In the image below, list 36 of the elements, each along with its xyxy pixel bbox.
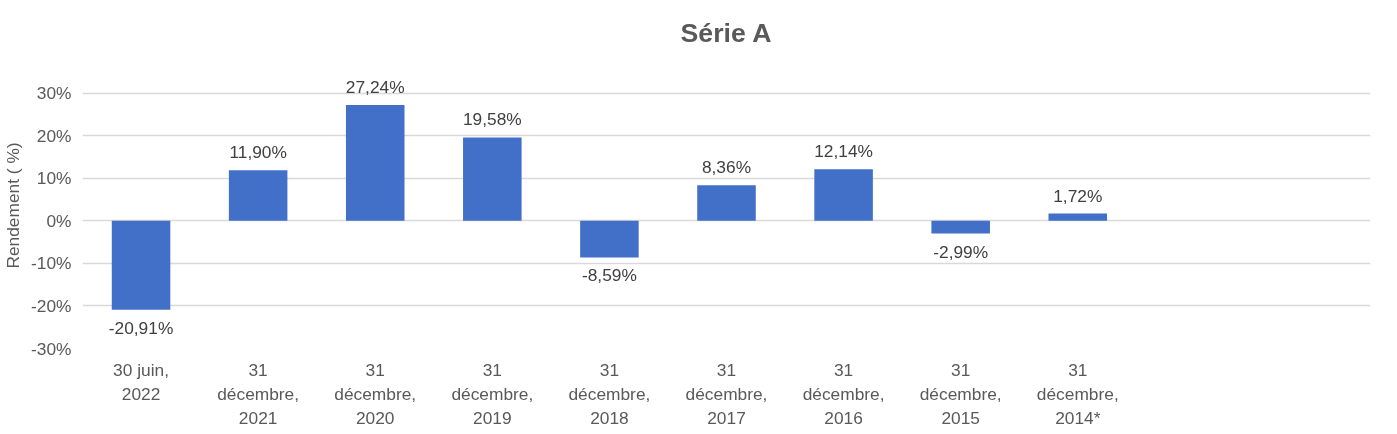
data-label: 8,36% (701, 157, 752, 178)
bar (931, 220, 990, 234)
y-tick-label: 10% (36, 168, 72, 189)
y-tick-label: 20% (36, 125, 72, 146)
y-tick-label: -20% (31, 295, 72, 316)
x-tick-label: 31 décembre, 2016 (802, 359, 885, 428)
y-tick-label: 30% (36, 83, 72, 104)
y-tick-label: -30% (31, 338, 72, 359)
y-tick-label: 0% (46, 210, 72, 231)
data-label: -20,91% (108, 317, 174, 338)
x-tick-label: 31 décembre, 2021 (217, 359, 300, 428)
data-label: 12,14% (814, 141, 873, 162)
x-tick-label: 31 décembre, 2020 (334, 359, 417, 428)
x-tick-label: 30 juin, 2022 (113, 359, 169, 404)
bar (814, 169, 873, 221)
x-tick-label: 31 décembre, 2015 (919, 359, 1002, 428)
bar (1048, 213, 1108, 221)
data-label: 1,72% (1053, 185, 1103, 206)
x-tick-label: 31 décembre, 2018 (568, 359, 651, 428)
data-label: 19,58% (462, 109, 522, 130)
y-axis-title: Rendement ( %) (3, 142, 24, 269)
data-label: 11,90% (229, 142, 287, 163)
bar (580, 220, 639, 258)
bar (111, 220, 171, 310)
data-label: -8,59% (581, 265, 637, 286)
y-tick-label: -10% (31, 253, 72, 274)
chart-title: Série A (680, 17, 772, 48)
bar (228, 170, 288, 221)
bar (345, 104, 405, 221)
x-tick-label: 31 décembre, 2019 (451, 359, 534, 428)
bar (463, 137, 522, 221)
data-label: -2,99% (933, 241, 989, 262)
x-tick-label: 31 décembre, 2017 (685, 359, 768, 428)
data-label: 27,24% (345, 76, 405, 97)
bar (697, 185, 756, 221)
x-tick-label: 31 décembre, 2014* (1036, 359, 1119, 428)
